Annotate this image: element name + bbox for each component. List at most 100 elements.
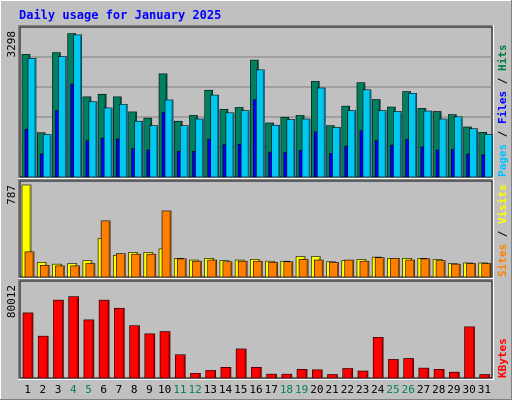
bar-kbytes-day-24 (372, 337, 384, 379)
legend-part: / (496, 71, 509, 91)
bar-shadow (122, 309, 125, 378)
bar-kbytes-day-3 (53, 299, 64, 379)
bar-shadow (139, 255, 141, 277)
panel-3: 80012 KBytes (5, 279, 509, 380)
bar-shadow (198, 374, 201, 378)
bar-pages-day-3 (58, 56, 67, 178)
bar-shadow (396, 360, 399, 378)
bar-sites-day-19 (298, 259, 309, 278)
bar-shadow (339, 128, 341, 177)
bar-sites-day-4 (70, 265, 80, 278)
bar-shadow (215, 261, 217, 277)
bar-pages-day-31 (484, 134, 494, 178)
bar-sites-day-13 (207, 259, 218, 278)
bar-shadow (443, 261, 446, 277)
bar-shadow (262, 70, 265, 177)
bar-shadow (320, 370, 323, 378)
y-max-label: 787 (5, 185, 18, 205)
bar-sites-day-6 (100, 220, 111, 278)
bar-shadow (336, 375, 338, 378)
bar-shadow (352, 261, 354, 277)
bar-shadow (168, 332, 171, 378)
bar-shadow (153, 334, 155, 378)
bar-pages-day-21 (332, 127, 341, 178)
x-tick-label: 14 (219, 383, 233, 396)
bar-shadow (93, 264, 95, 277)
bars (22, 296, 491, 379)
bar-kbytes-day-8 (129, 325, 140, 379)
bar-kbytes-day-22 (342, 368, 354, 379)
bar-shadow (138, 326, 140, 378)
bar-sites-day-3 (55, 265, 65, 278)
y-max-label: 3298 (5, 31, 18, 58)
x-tick-label: 18 (280, 383, 293, 396)
bar-pages-day-18 (286, 119, 296, 178)
y-max-label: 80012 (5, 285, 18, 318)
bar-kbytes-day-1 (22, 312, 34, 379)
x-tick-label: 29 (447, 383, 460, 396)
bar-pages-day-17 (271, 124, 280, 178)
bar-shadow (92, 320, 94, 378)
bar-kbytes-day-9 (144, 333, 156, 379)
bar-sites-day-22 (344, 259, 355, 278)
bars (21, 184, 492, 278)
bar-pages-day-1 (27, 58, 37, 178)
bar-shadow (276, 263, 278, 277)
legend-part: Sites (496, 244, 509, 277)
bar-kbytes-day-5 (83, 319, 95, 379)
bar-shadow (247, 111, 250, 177)
x-tick-label: 1 (24, 383, 31, 396)
bar-shadow (217, 96, 219, 177)
bar-pages-day-2 (42, 134, 52, 178)
bar-shadow (186, 126, 189, 177)
bar-shadow (156, 126, 158, 177)
bar-shadow (77, 297, 79, 378)
bar-shadow (46, 337, 49, 378)
x-tick-label: 9 (146, 383, 153, 396)
x-tick-label: 30 (463, 383, 476, 396)
bar-sites-day-9 (146, 253, 157, 278)
bar-kbytes-day-4 (68, 296, 79, 379)
bar-pages-day-13 (210, 94, 220, 178)
legend-part: KBytes (496, 338, 509, 378)
bar-shadow (293, 120, 295, 177)
bar-pages-day-20 (316, 87, 326, 178)
bar-shadow (245, 262, 248, 277)
x-tick-label: 13 (204, 383, 217, 396)
bar-sites-day-23 (359, 260, 370, 278)
bar-shadow (169, 211, 172, 277)
bar-kbytes-day-2 (37, 335, 49, 379)
bar-sites-day-20 (313, 259, 324, 278)
bar-shadow (125, 105, 128, 177)
bar-shadow (183, 355, 186, 378)
bar-kbytes-day-11 (174, 354, 186, 379)
bar-pages-day-11 (179, 125, 189, 178)
bar-shadow (354, 111, 356, 177)
bar-kbytes-day-17 (266, 373, 277, 379)
bar-kbytes-day-26 (403, 358, 414, 379)
bar-pages-day-5 (88, 101, 98, 178)
bar-pages-day-10 (164, 99, 174, 178)
bar-sites-day-15 (237, 260, 248, 278)
bar-shadow (445, 120, 448, 177)
bar-shadow (474, 264, 476, 277)
bar-shadow (259, 368, 262, 378)
legend-part: / (496, 124, 509, 144)
bar-sites-day-21 (329, 262, 339, 278)
x-tick-label: 22 (341, 383, 354, 396)
bar-pages-day-12 (195, 118, 204, 178)
bars (21, 33, 494, 178)
bar-shadow (290, 375, 292, 378)
bar-sites-day-24 (374, 257, 385, 278)
bar-shadow (34, 59, 36, 177)
panel-2: 787 Sites / Visits (5, 179, 509, 279)
bar-shadow (457, 373, 460, 378)
bar-sites-day-2 (39, 265, 50, 278)
bar-shadow (308, 120, 311, 177)
x-tick-label: 10 (158, 383, 171, 396)
legend-part: Files (496, 91, 509, 124)
bar-kbytes-day-27 (418, 367, 430, 379)
bar-shadow (476, 129, 478, 177)
bar-pages-day-23 (362, 89, 372, 178)
bar-shadow (61, 301, 64, 378)
